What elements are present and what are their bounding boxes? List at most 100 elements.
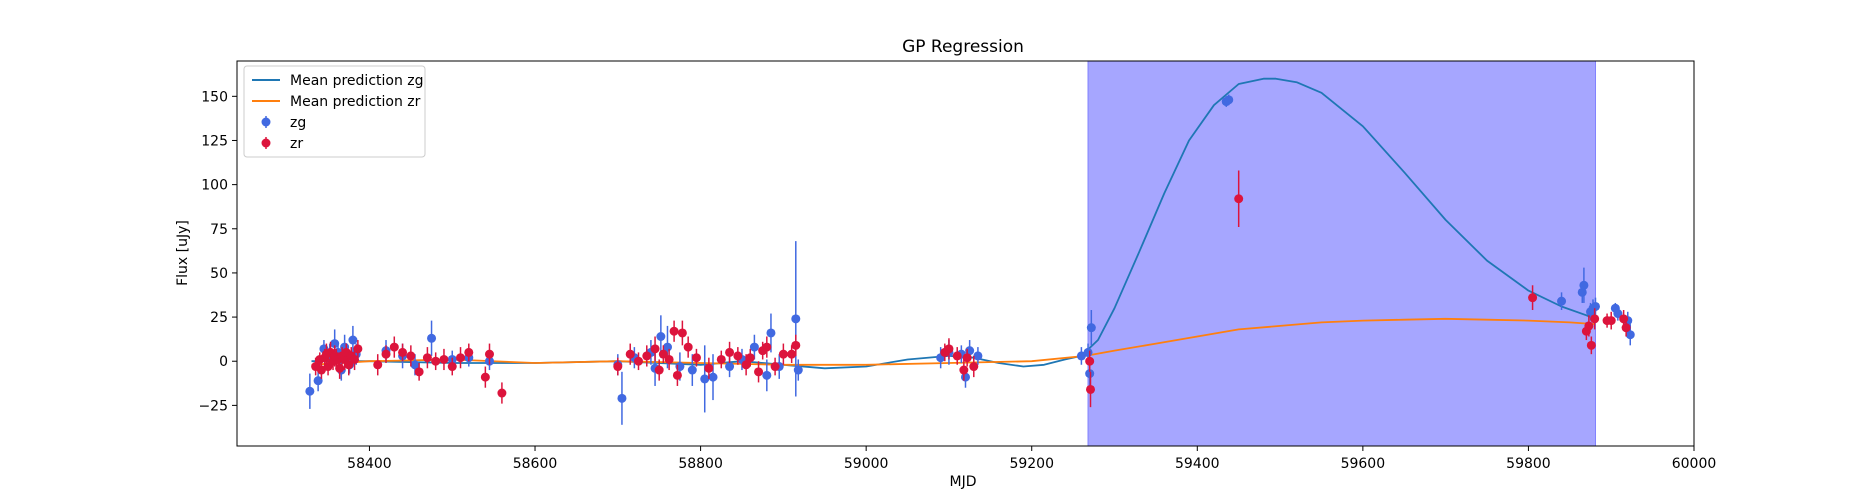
y-axis: −25 0 25 50 75 100 125 150 <box>198 89 237 414</box>
point-zr <box>791 340 801 350</box>
point-zr <box>1584 321 1594 331</box>
y-tick-label: 125 <box>201 133 228 149</box>
point-zr <box>353 344 363 354</box>
point-zr <box>447 362 457 372</box>
point-zg <box>1076 351 1086 361</box>
point-zr <box>672 370 682 380</box>
legend-label: zg <box>290 115 306 131</box>
point-zg <box>305 386 315 396</box>
point-zg <box>1083 347 1093 357</box>
point-zr <box>1586 340 1596 350</box>
point-zg <box>762 370 772 380</box>
point-zr <box>669 326 679 336</box>
point-zr <box>691 353 701 363</box>
y-tick-label: −25 <box>198 398 228 414</box>
point-zr <box>664 354 674 364</box>
legend-label: Mean prediction zg <box>290 73 424 89</box>
point-zr <box>704 363 714 373</box>
point-zr <box>484 349 494 359</box>
legend-label: zr <box>290 136 303 152</box>
plot-frame <box>236 60 1695 447</box>
point-zr <box>969 362 979 372</box>
point-zr <box>398 347 408 357</box>
point-zr <box>952 351 962 361</box>
point-zr <box>389 342 399 352</box>
point-zg <box>700 374 710 384</box>
y-tick-label: 100 <box>201 178 228 194</box>
highlight-region <box>1087 61 1596 446</box>
point-zr <box>716 354 726 364</box>
chart-title: GP Regression <box>902 37 1024 57</box>
point-zg <box>687 365 697 375</box>
point-zr <box>406 351 416 361</box>
legend-marker-swatch <box>261 117 271 127</box>
point-zg <box>1224 95 1234 105</box>
point-zg <box>1086 323 1096 333</box>
point-zr <box>959 365 969 375</box>
point-zr <box>464 347 474 357</box>
point-zr <box>754 367 764 377</box>
x-tick-label: 60000 <box>1672 456 1717 472</box>
point-zr <box>1590 314 1600 324</box>
x-axis: 58400 58600 58800 59000 59200 59400 59600 59800… <box>347 446 1716 472</box>
point-zg <box>749 342 759 352</box>
point-zr <box>787 349 797 359</box>
point-zg <box>656 332 666 342</box>
point-zr <box>381 349 391 359</box>
x-tick-label: 59000 <box>844 456 889 472</box>
point-zr <box>642 351 652 361</box>
point-zr <box>1086 384 1096 394</box>
point-zr <box>654 365 664 375</box>
y-tick-label: 0 <box>219 354 228 370</box>
legend-label: Mean prediction zr <box>290 94 421 110</box>
point-zr <box>650 344 660 354</box>
y-tick-label: 150 <box>201 89 228 105</box>
point-zr <box>962 353 972 363</box>
point-zg <box>708 372 718 382</box>
point-zr <box>431 356 441 366</box>
point-zr <box>741 360 751 370</box>
point-zr <box>316 365 326 375</box>
point-zr <box>480 372 490 382</box>
point-zr <box>350 354 360 364</box>
legend: Mean prediction zg Mean prediction zr zg zr <box>243 65 426 158</box>
point-zr <box>658 349 668 359</box>
point-zg <box>973 351 983 361</box>
point-zr <box>497 388 507 398</box>
point-zr <box>373 360 383 370</box>
point-zr <box>778 349 788 359</box>
point-zg <box>313 376 323 386</box>
point-zg <box>793 365 803 375</box>
point-zg <box>766 328 776 338</box>
point-zg <box>1085 369 1095 379</box>
x-tick-label: 58600 <box>513 456 558 472</box>
point-zr <box>762 342 772 352</box>
point-zr <box>613 362 623 372</box>
series-zr <box>311 170 1631 408</box>
point-zr <box>1621 323 1631 333</box>
point-zg <box>330 339 340 349</box>
point-zg <box>410 360 420 370</box>
point-zg <box>791 314 801 324</box>
point-zr <box>456 353 466 363</box>
point-zr <box>725 347 735 357</box>
x-tick-label: 59600 <box>1341 456 1386 472</box>
point-zr <box>944 344 954 354</box>
x-axis-label: MJD <box>950 474 977 490</box>
x-tick-label: 59200 <box>1009 456 1054 472</box>
x-tick-label: 58400 <box>347 456 392 472</box>
point-zg <box>617 393 627 403</box>
point-zr <box>1528 293 1538 303</box>
point-zr <box>770 362 780 372</box>
x-tick-label: 59800 <box>1506 456 1551 472</box>
point-zr <box>439 354 449 364</box>
point-zr <box>335 363 345 373</box>
legend-marker-swatch <box>261 138 271 148</box>
point-zg <box>1590 301 1600 311</box>
highlight-region-layer <box>1087 61 1596 446</box>
legend-box <box>243 65 426 158</box>
point-zg <box>1557 296 1567 306</box>
line-mean-prediction-zr <box>311 317 1595 366</box>
point-zr <box>414 367 424 377</box>
